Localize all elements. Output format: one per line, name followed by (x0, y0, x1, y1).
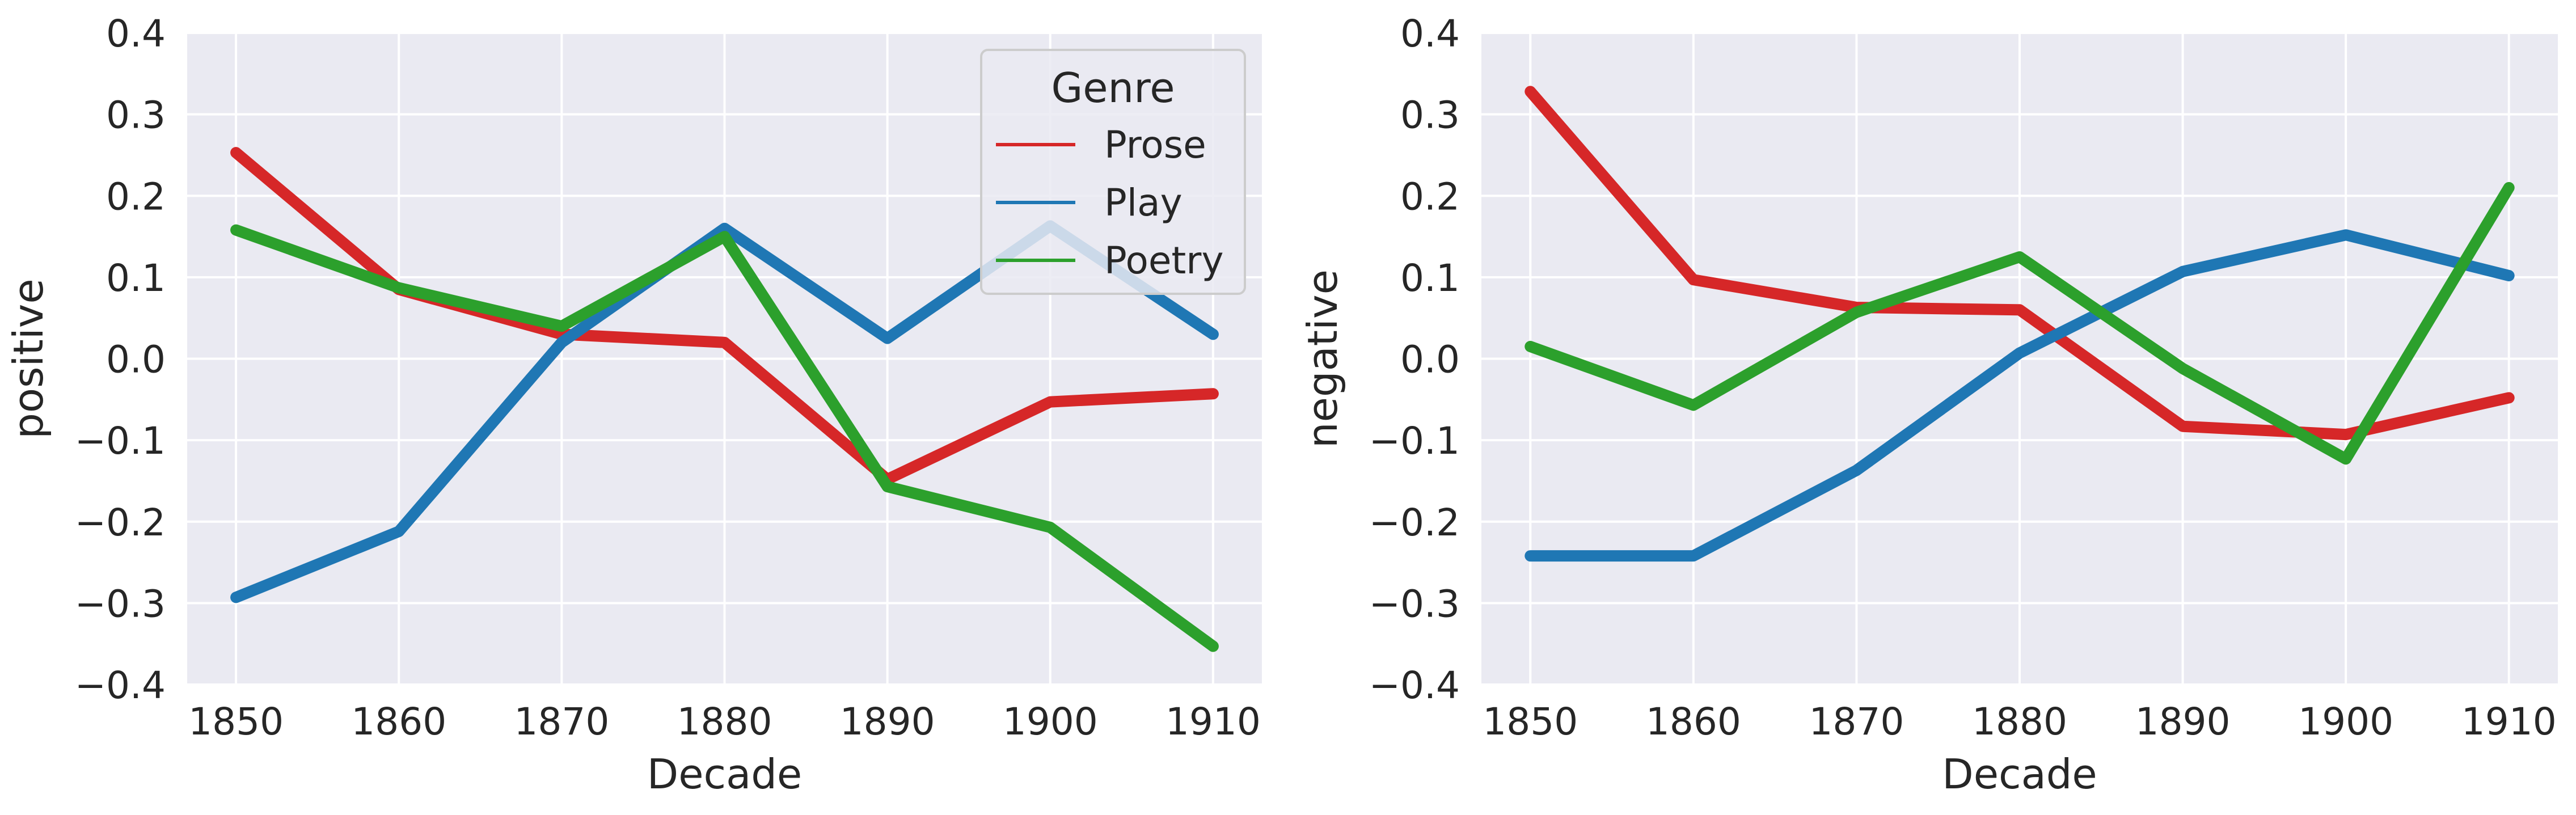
legend-label-play: Play (1104, 181, 1183, 225)
series-line-prose (1525, 86, 2515, 441)
chart-panel-2: 0.4 0.3 0.2 0.1 0.0 −0.1 −0.2 −0.3 −0.4 1850 1860 1… (1299, 12, 2558, 798)
x-tick-label: 1860 (351, 700, 446, 744)
y-tick-label: −0.4 (75, 664, 166, 707)
legend-box (980, 49, 1246, 295)
x-tick-label: 1850 (1483, 700, 1578, 744)
x-axis-label: Decade (647, 750, 802, 798)
legend-label-prose: Prose (1104, 123, 1206, 167)
y-tick-label: 0.4 (106, 12, 166, 56)
series-line-play (1525, 229, 2515, 562)
chart-panel-1: 0.4 0.3 0.2 0.1 0.0 −0.1 −0.2 −0.3 −0.4 1850 1860 1… (5, 12, 1262, 798)
x-tick-label: 1870 (1809, 700, 1904, 744)
y-tick-label: −0.3 (75, 582, 166, 626)
legend: Genre Prose Play Poetry (980, 49, 1246, 295)
x-tick-label: 1850 (188, 700, 284, 744)
x-tick-label: 1880 (1972, 700, 2067, 744)
y-axis-label: positive (5, 278, 52, 438)
y-tick-label: −0.4 (1369, 664, 1460, 707)
y-tick-label: 0.0 (1400, 338, 1460, 382)
x-tick-label: 1900 (1003, 700, 1098, 744)
y-axis-label: negative (1299, 269, 1346, 448)
y-tick-label: 0.3 (1400, 94, 1460, 137)
x-tick-label: 1860 (1646, 700, 1741, 744)
x-tick-label: 1880 (677, 700, 772, 744)
y-tick-label: −0.1 (75, 419, 166, 463)
x-tick-label: 1900 (2298, 700, 2393, 744)
x-tick-label: 1910 (2461, 700, 2557, 744)
y-tick-label: 0.0 (106, 338, 166, 382)
y-tick-label: 0.2 (1400, 175, 1460, 218)
gridlines (1481, 32, 2558, 686)
x-tick-label: 1870 (514, 700, 609, 744)
x-tick-label: 1890 (840, 700, 935, 744)
x-tick-label: 1890 (2135, 700, 2231, 744)
y-tick-label: −0.2 (1369, 501, 1460, 544)
y-tick-label: 0.4 (1400, 12, 1460, 56)
y-tick-label: 0.2 (106, 175, 166, 218)
y-tick-label: 0.1 (1400, 256, 1460, 300)
x-tick-label: 1910 (1165, 700, 1261, 744)
legend-title: Genre (1051, 64, 1175, 112)
series-line-poetry (1525, 181, 2515, 465)
y-tick-label: 0.3 (106, 94, 166, 137)
y-tick-label: −0.1 (1369, 419, 1460, 463)
series-line-poetry (230, 224, 1219, 652)
y-tick-label: −0.3 (1369, 582, 1460, 626)
gridlines (187, 32, 1262, 686)
x-axis-label: Decade (1942, 750, 2097, 798)
legend-label-poetry: Poetry (1104, 239, 1224, 282)
y-tick-label: −0.2 (75, 501, 166, 544)
y-tick-label: 0.1 (106, 256, 166, 300)
series-lines (1525, 86, 2515, 562)
